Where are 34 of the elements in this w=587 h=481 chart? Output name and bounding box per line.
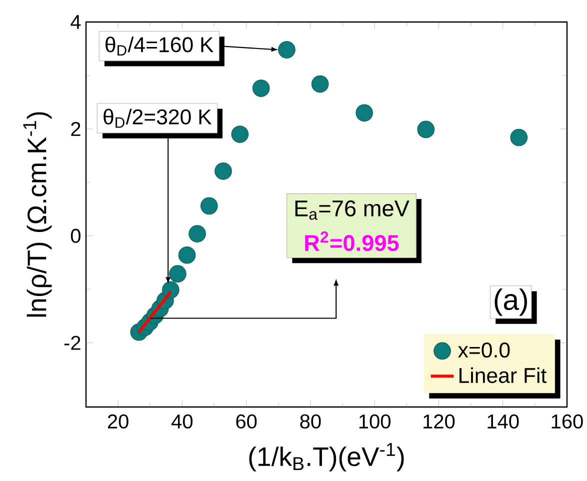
x-tick-label: 20 bbox=[108, 414, 128, 429]
y-tick-label: 0 bbox=[70, 228, 80, 243]
x-tick-label: 40 bbox=[172, 414, 193, 429]
y-axis-title: ln(ρ/T) (Ω.cm.K$^{-1}$) bbox=[23, 112, 52, 317]
annotation: R$^{2}$=0.995 bbox=[305, 231, 399, 252]
legend-label: x=0.0 bbox=[458, 342, 510, 358]
y-tick-label: -2 bbox=[64, 336, 80, 350]
point bbox=[188, 225, 206, 242]
point bbox=[162, 281, 180, 299]
point bbox=[278, 41, 296, 58]
x-tick-label: 160 bbox=[552, 414, 583, 429]
point bbox=[169, 265, 186, 283]
x-tick-label: 120 bbox=[424, 414, 455, 429]
point bbox=[231, 126, 249, 143]
x-tick-label: 140 bbox=[488, 414, 519, 429]
annotation: θ$_{D}$/2=320 K bbox=[104, 108, 212, 128]
point bbox=[356, 104, 374, 122]
point bbox=[178, 246, 196, 264]
annotation: (a) bbox=[494, 288, 527, 316]
x-tick-label: 100 bbox=[359, 414, 390, 429]
legend-label: Linear Fit bbox=[460, 367, 547, 384]
point bbox=[214, 162, 232, 180]
x-tick-label: 80 bbox=[300, 414, 321, 429]
annotation: E$_{a}$=76 meV bbox=[295, 200, 410, 220]
point bbox=[200, 197, 218, 215]
point bbox=[510, 128, 528, 146]
point bbox=[311, 75, 329, 93]
point bbox=[417, 120, 435, 138]
x-tick-label: 60 bbox=[236, 414, 257, 429]
y-tick-label: 4 bbox=[70, 15, 81, 29]
x-axis-title: (1/k$_{B}$.T)(eV$^{-1}$) bbox=[249, 443, 404, 472]
point bbox=[252, 80, 270, 97]
annotation: θ$_{D}$/4=160 K bbox=[106, 36, 214, 56]
y-tick-label: 2 bbox=[71, 122, 80, 136]
